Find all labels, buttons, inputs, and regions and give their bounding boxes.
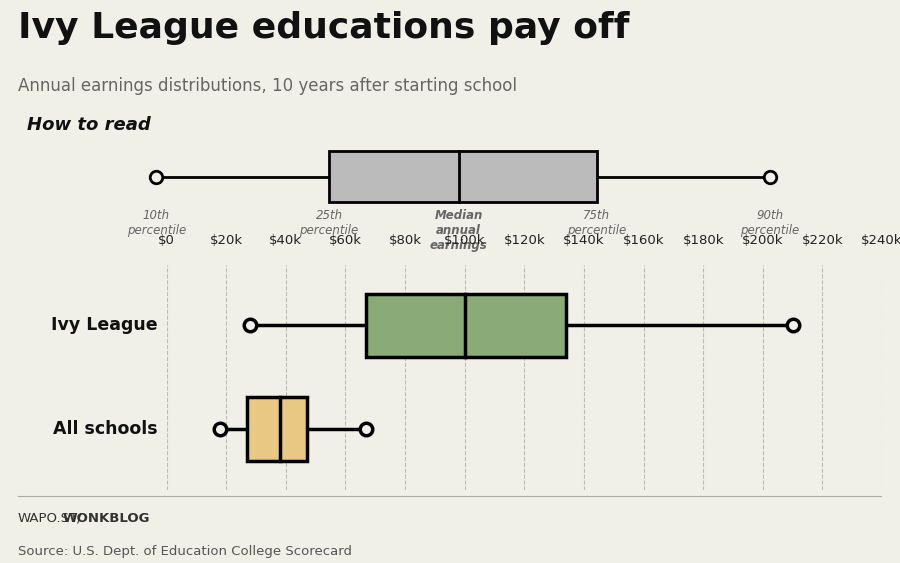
Text: $80k: $80k bbox=[389, 234, 421, 247]
Text: Ivy League: Ivy League bbox=[51, 316, 158, 334]
Text: $100k: $100k bbox=[444, 234, 485, 247]
Text: WAPO.ST/: WAPO.ST/ bbox=[18, 512, 83, 525]
Bar bbox=[329, 151, 597, 202]
Text: $0: $0 bbox=[158, 234, 175, 247]
Text: $200k: $200k bbox=[742, 234, 784, 247]
Text: $220k: $220k bbox=[802, 234, 843, 247]
Text: 75th
percentile: 75th percentile bbox=[567, 209, 626, 237]
Text: Annual earnings distributions, 10 years after starting school: Annual earnings distributions, 10 years … bbox=[18, 77, 517, 95]
Text: $120k: $120k bbox=[503, 234, 545, 247]
Text: All schools: All schools bbox=[53, 420, 158, 438]
Text: $180k: $180k bbox=[682, 234, 724, 247]
Text: WONKBLOG: WONKBLOG bbox=[63, 512, 150, 525]
Text: How to read: How to read bbox=[27, 116, 150, 134]
Bar bbox=[247, 397, 307, 461]
Text: $20k: $20k bbox=[210, 234, 243, 247]
Text: 10th
percentile: 10th percentile bbox=[127, 209, 186, 237]
Text: 25th
percentile: 25th percentile bbox=[300, 209, 359, 237]
Text: $60k: $60k bbox=[328, 234, 362, 247]
Text: $40k: $40k bbox=[269, 234, 302, 247]
Text: Source: U.S. Dept. of Education College Scorecard: Source: U.S. Dept. of Education College … bbox=[18, 545, 352, 558]
Text: $160k: $160k bbox=[623, 234, 664, 247]
Text: $240k: $240k bbox=[861, 234, 900, 247]
Text: Ivy League educations pay off: Ivy League educations pay off bbox=[18, 11, 629, 45]
Text: Median
annual
earnings: Median annual earnings bbox=[430, 209, 488, 252]
Bar bbox=[366, 294, 566, 357]
Text: 90th
percentile: 90th percentile bbox=[740, 209, 799, 237]
Text: $140k: $140k bbox=[563, 234, 605, 247]
